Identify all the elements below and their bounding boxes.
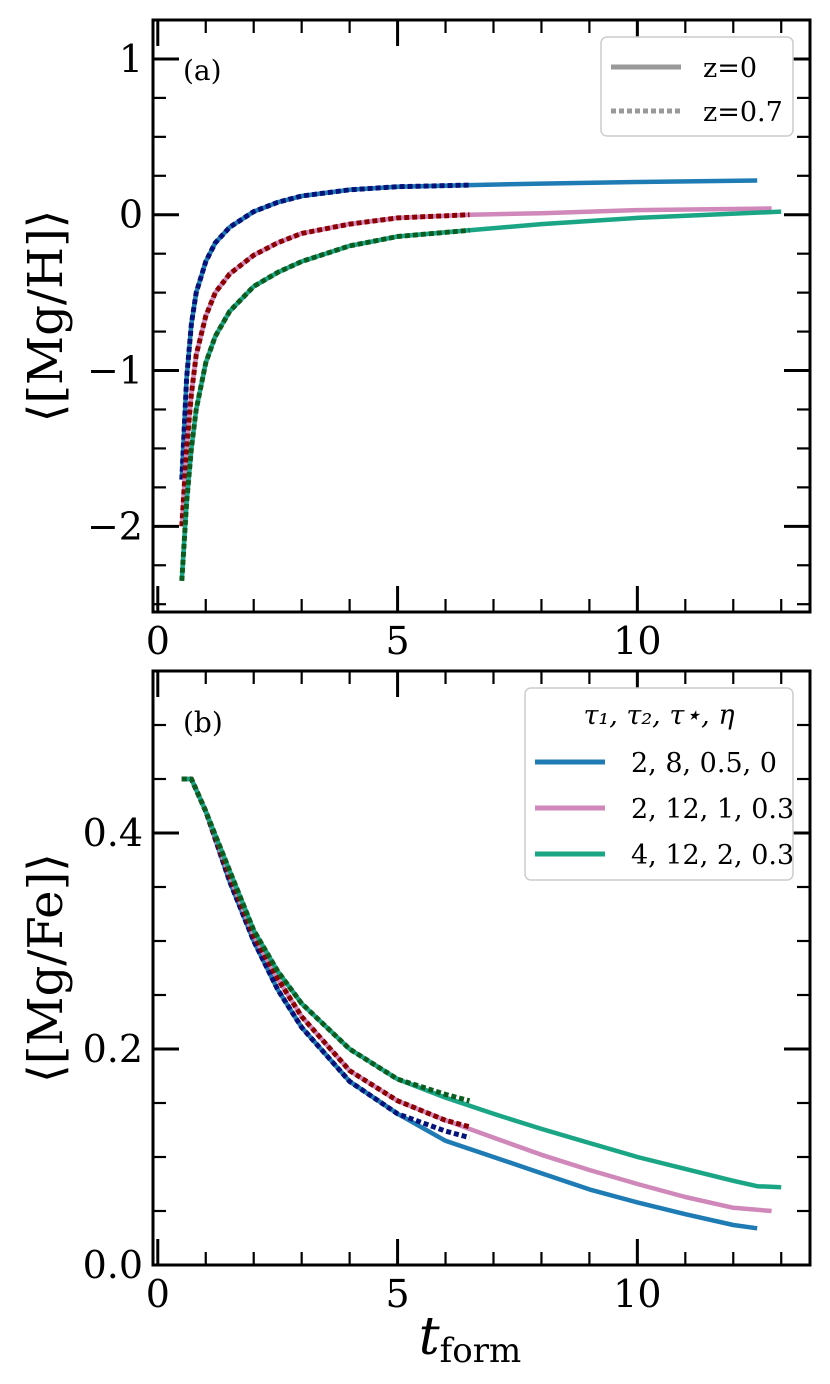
x-axis-label: tform	[419, 1307, 521, 1371]
series-line-5-solid	[181, 776, 782, 1190]
series-line-4-dotted	[179, 212, 470, 527]
panel-label: (a)	[183, 54, 222, 87]
y-tick-label: 0.4	[83, 811, 143, 855]
legend-label-2: 2, 12, 1, 0.3	[631, 794, 794, 825]
series-line-5-solid	[179, 209, 782, 581]
panel-a: 0 5 10 −2 −1 0 1 ⟨[Mg/H]⟩ (a) z=0 z=0.7	[18, 18, 812, 663]
x-axis-label-subscript: form	[440, 1331, 522, 1371]
panel-b: 0 5 10 0.0 0.2 0.4⟨[Mg/Fe]⟩ tform (b) τ₁, τ₂, τ⋆…	[18, 669, 812, 1371]
x-axis-label-main: t	[419, 1307, 440, 1367]
y-tick-label: 0.2	[83, 1027, 143, 1071]
plot-area	[179, 178, 782, 581]
y-axis-label: ⟨[Mg/H]⟩	[18, 210, 74, 423]
plot-area	[181, 776, 782, 1231]
x-tick-label: 10	[613, 619, 661, 663]
x-tick-label: 0	[146, 1272, 170, 1316]
axes-frame	[151, 669, 812, 1267]
series-line-2-dotted	[179, 182, 470, 480]
legend-label-1: z=0	[703, 53, 757, 84]
x-tick-label: 0	[146, 619, 170, 663]
y-axis-label: ⟨[Mg/Fe]⟩	[18, 853, 74, 1083]
legend-title: τ₁, τ₂, τ⋆, η	[583, 700, 734, 731]
axes-frame	[151, 18, 812, 614]
y-tick-label: 0	[119, 193, 143, 237]
y-tick-label: 0.0	[83, 1243, 143, 1287]
legend-label-3: 4, 12, 2, 0.3	[631, 840, 794, 871]
series-line-4-dotted	[181, 776, 471, 1130]
y-tick-label: −1	[87, 349, 143, 393]
y-tick-label: −2	[87, 504, 143, 548]
x-tick-label: 5	[385, 1272, 409, 1316]
series-line-6-dotted	[179, 227, 470, 581]
series-line-2-dotted	[181, 776, 471, 1141]
series-line-1-solid	[179, 178, 758, 480]
legend-label-1: 2, 8, 0.5, 0	[631, 748, 777, 779]
legend-box	[600, 36, 794, 137]
panel-label: (b)	[183, 706, 223, 739]
series-line-3-solid	[179, 206, 772, 527]
series-line-6-dotted	[181, 776, 471, 1104]
legend: τ₁, τ₂, τ⋆, η 2, 8, 0.5, 0 2, 12, 1, 0.3 4,…	[524, 687, 794, 881]
legend-label-2: z=0.7	[703, 97, 783, 128]
legend: z=0 z=0.7	[600, 36, 794, 137]
x-tick-label: 10	[613, 1272, 661, 1316]
x-tick-label: 5	[385, 619, 409, 663]
legend-box	[524, 687, 794, 881]
y-tick-label: 1	[119, 37, 143, 81]
